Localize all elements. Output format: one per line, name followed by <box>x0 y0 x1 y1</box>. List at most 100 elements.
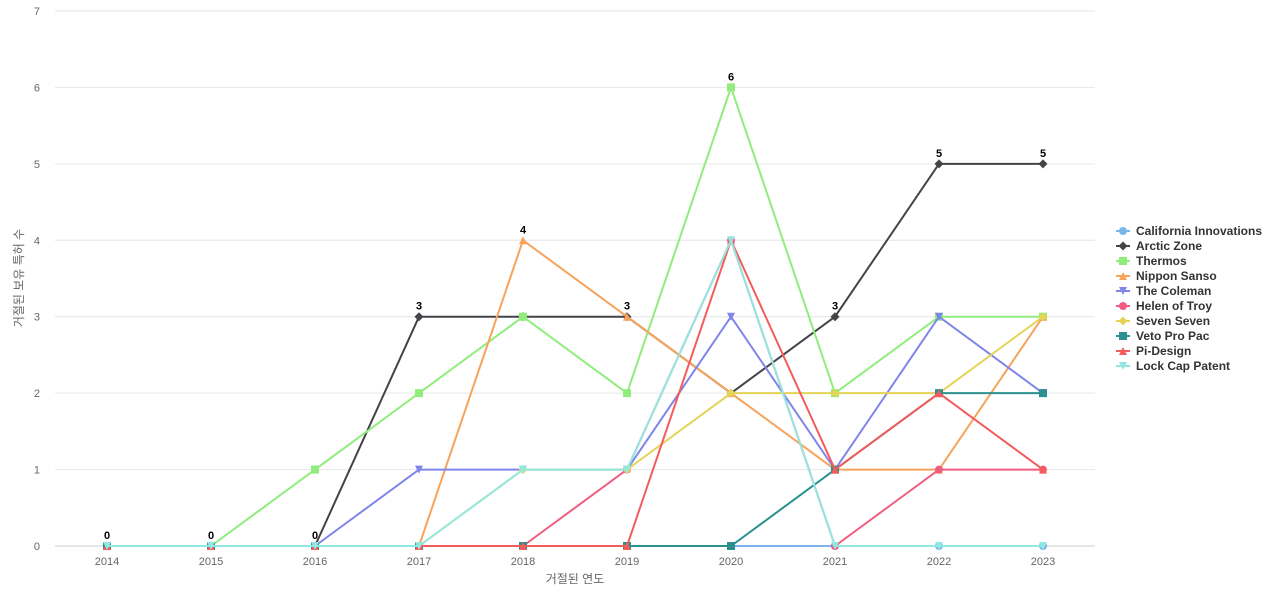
data-point <box>1038 159 1048 169</box>
y-tick-label: 4 <box>34 235 40 247</box>
data-point <box>519 312 527 321</box>
x-tick-label: 2019 <box>615 556 639 568</box>
data-point <box>934 159 944 169</box>
data-point <box>623 542 631 550</box>
series-line <box>106 315 1044 547</box>
data-point <box>207 542 215 550</box>
legend-item: California Innovations <box>1116 224 1262 238</box>
x-tick-label: 2018 <box>511 556 535 568</box>
data-label: 5 <box>936 148 942 160</box>
data-point <box>519 542 527 550</box>
data-point <box>623 465 631 474</box>
data-point <box>1039 465 1047 474</box>
legend-item: Nippon Sanso <box>1116 269 1217 283</box>
series-the-coleman <box>103 312 1047 550</box>
data-point <box>935 465 943 474</box>
series-lock-cap-patent <box>103 236 1047 550</box>
legend-label: Veto Pro Pac <box>1136 329 1210 343</box>
legend-marker <box>1119 362 1127 370</box>
legend-item: The Coleman <box>1116 284 1211 298</box>
data-point <box>727 236 735 245</box>
legend-marker <box>1118 316 1128 326</box>
x-tick-label: 2017 <box>407 556 431 568</box>
data-label: 0 <box>104 530 110 542</box>
data-point <box>519 236 527 245</box>
data-label: 3 <box>416 301 422 313</box>
y-tick-label: 7 <box>34 6 40 18</box>
x-tick-label: 2021 <box>823 556 847 568</box>
data-point <box>1039 542 1047 550</box>
data-label: 3 <box>624 301 630 313</box>
data-label: 0 <box>208 530 214 542</box>
data-labels: 0 0 0 3 4 3 6 3 5 5 <box>104 71 1046 542</box>
x-axis-title: 거절된 연도 <box>546 572 605 586</box>
legend-label: Arctic Zone <box>1136 239 1202 253</box>
data-point <box>727 312 735 321</box>
y-tick-label: 3 <box>34 312 40 324</box>
data-label: 3 <box>832 301 838 313</box>
data-point <box>311 542 319 550</box>
legend-label: The Coleman <box>1136 284 1211 298</box>
y-tick-label: 1 <box>34 465 40 477</box>
series-line <box>106 239 1044 547</box>
series-seven-seven <box>102 312 1048 551</box>
legend-marker <box>1119 287 1127 295</box>
legend-item: Seven Seven <box>1116 314 1210 328</box>
data-point <box>103 542 111 550</box>
data-point <box>415 542 423 550</box>
data-point <box>831 542 839 550</box>
legend-item: Pi-Design <box>1116 344 1191 358</box>
y-tick-label: 6 <box>34 82 40 94</box>
legend-label: Thermos <box>1136 254 1187 268</box>
legend-marker <box>1119 272 1127 280</box>
data-point <box>935 389 943 398</box>
legend-item: Thermos <box>1116 254 1187 268</box>
legend-item: Lock Cap Patent <box>1116 359 1230 373</box>
x-tick-label: 2020 <box>719 556 743 568</box>
data-label: 0 <box>312 530 318 542</box>
data-point <box>935 312 943 321</box>
legend-marker <box>1119 227 1127 235</box>
data-point <box>727 542 735 550</box>
legend-marker <box>1119 347 1127 355</box>
data-point <box>831 465 839 474</box>
legend-marker <box>1119 257 1127 265</box>
x-tick-label: 2014 <box>95 556 119 568</box>
legend-label: Nippon Sanso <box>1136 269 1217 283</box>
data-point <box>311 465 319 474</box>
y-axis-title: 거절된 보유 특허 수 <box>12 229 26 327</box>
y-tick-label: 2 <box>34 388 40 400</box>
legend-label: Helen of Troy <box>1136 299 1212 313</box>
data-label: 5 <box>1040 148 1046 160</box>
legend-label: Lock Cap Patent <box>1136 359 1230 373</box>
legend-marker <box>1119 302 1127 310</box>
data-point <box>726 388 736 398</box>
data-point <box>519 465 527 474</box>
x-tick-label: 2016 <box>303 556 327 568</box>
series-group <box>102 83 1048 551</box>
legend-marker <box>1119 332 1127 340</box>
y-tick-label: 5 <box>34 159 40 171</box>
data-label: 6 <box>728 71 734 83</box>
y-tick-label: 0 <box>34 541 40 553</box>
x-tick-label: 2015 <box>199 556 223 568</box>
data-label: 4 <box>520 224 527 236</box>
x-axis-ticks: 2014 2015 2016 2017 2018 2019 2020 2021 2022 2023 <box>95 556 1055 568</box>
data-point <box>1038 312 1048 322</box>
data-point <box>414 312 424 322</box>
series-line <box>106 315 1044 547</box>
data-point <box>830 388 840 398</box>
legend-label: Seven Seven <box>1136 314 1210 328</box>
data-point <box>623 389 631 398</box>
legend-label: Pi-Design <box>1136 344 1191 358</box>
legend-item: Helen of Troy <box>1116 299 1212 313</box>
legend-label: California Innovations <box>1136 224 1262 238</box>
legend-item: Arctic Zone <box>1116 239 1202 253</box>
gridlines <box>55 10 1095 547</box>
data-point <box>935 542 943 550</box>
data-point <box>415 389 423 398</box>
x-tick-label: 2022 <box>927 556 951 568</box>
legend-item: Veto Pro Pac <box>1116 329 1210 343</box>
